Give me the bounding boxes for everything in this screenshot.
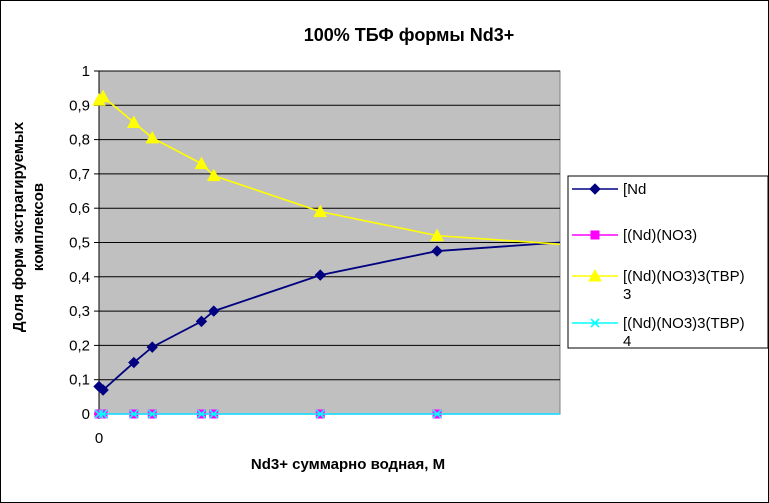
series-3 [94, 409, 560, 419]
data-point [98, 409, 108, 419]
legend-label: [(Nd)(NO3)3(TBP) [623, 268, 745, 285]
legend-marker [589, 183, 601, 195]
x-tick-label: 0 [95, 430, 103, 447]
marker-x-stroke [209, 409, 219, 419]
marker-x-stroke [147, 409, 157, 419]
y-tick-label: 0,8 [69, 132, 90, 149]
legend-marker [590, 318, 600, 328]
y-tick-label: 0,4 [69, 269, 90, 286]
y-axis-label-line1: Доля форм экстрагируемых [10, 121, 27, 332]
marker-x-stroke [94, 409, 104, 419]
legend: [Nd[(Nd)(NO3)[(Nd)(NO3)3(TBP)3[(Nd)(NO3)… [567, 175, 768, 350]
data-point [126, 115, 141, 128]
marker-x-stroke [432, 409, 442, 419]
marker-x-stroke [590, 318, 600, 328]
data-point [145, 130, 160, 144]
legend-label: [Nd [623, 181, 646, 198]
x-axis-label: Nd3+ суммарно водная, М [251, 456, 445, 473]
legend-entry: [(Nd)(NO3) [572, 227, 697, 244]
legend-label-line2: 3 [623, 286, 631, 303]
data-point [147, 409, 157, 419]
series-0 [93, 241, 561, 396]
legend-label: [(Nd)(NO3)3(TBP) [623, 315, 745, 332]
data-point [146, 341, 158, 353]
chart-title: 100% ТБФ формы Nd3+ [304, 25, 515, 45]
y-tick-label: 0,2 [69, 337, 90, 354]
series-2 [92, 89, 561, 246]
data-point [94, 409, 104, 419]
data-point [196, 409, 207, 419]
marker-x-stroke [196, 409, 207, 419]
data-point [432, 409, 442, 419]
y-tick-label: 0 [82, 406, 90, 423]
marker-x-stroke [98, 409, 108, 419]
legend-entry: [(Nd)(NO3)3(TBP)4 [572, 315, 745, 350]
y-tick-label: 1 [82, 63, 90, 80]
data-point [128, 356, 140, 369]
y-tick-label: 0,6 [69, 200, 90, 217]
legend-entry: [(Nd)(NO3)3(TBP)3 [572, 268, 745, 303]
data-point [430, 228, 444, 242]
data-point [97, 384, 109, 396]
y-tick-label: 0,7 [69, 166, 90, 183]
marker-x-stroke [315, 409, 325, 419]
y-tick-label: 0,1 [69, 372, 90, 389]
y-tick-label: 0,5 [69, 235, 90, 252]
y-tick-label: 0,3 [69, 303, 90, 320]
data-point [194, 156, 209, 170]
legend-label: [(Nd)(NO3) [623, 227, 697, 244]
plot-area: 0 0,1 0,2 0,3 0,4 0,5 0,6 0,7 0,8 0,9 1 0 [69, 63, 561, 447]
data-point [96, 89, 110, 103]
y-tick-label: 0,9 [69, 97, 90, 114]
data-point [314, 269, 326, 281]
data-point [195, 315, 208, 328]
data-point [313, 204, 328, 218]
data-point [208, 305, 220, 317]
data-point [206, 168, 221, 182]
data-point [209, 409, 219, 419]
legend-label-line2: 4 [623, 333, 631, 350]
data-point [129, 409, 139, 419]
marker-x-stroke [129, 409, 139, 419]
legend-box [567, 175, 768, 349]
y-axis-label-line2: комплексов [30, 183, 47, 271]
data-point [431, 245, 443, 257]
legend-marker [590, 230, 600, 240]
legend-entry: [Nd [572, 181, 646, 198]
legend-marker [588, 268, 602, 282]
data-point [315, 409, 325, 419]
